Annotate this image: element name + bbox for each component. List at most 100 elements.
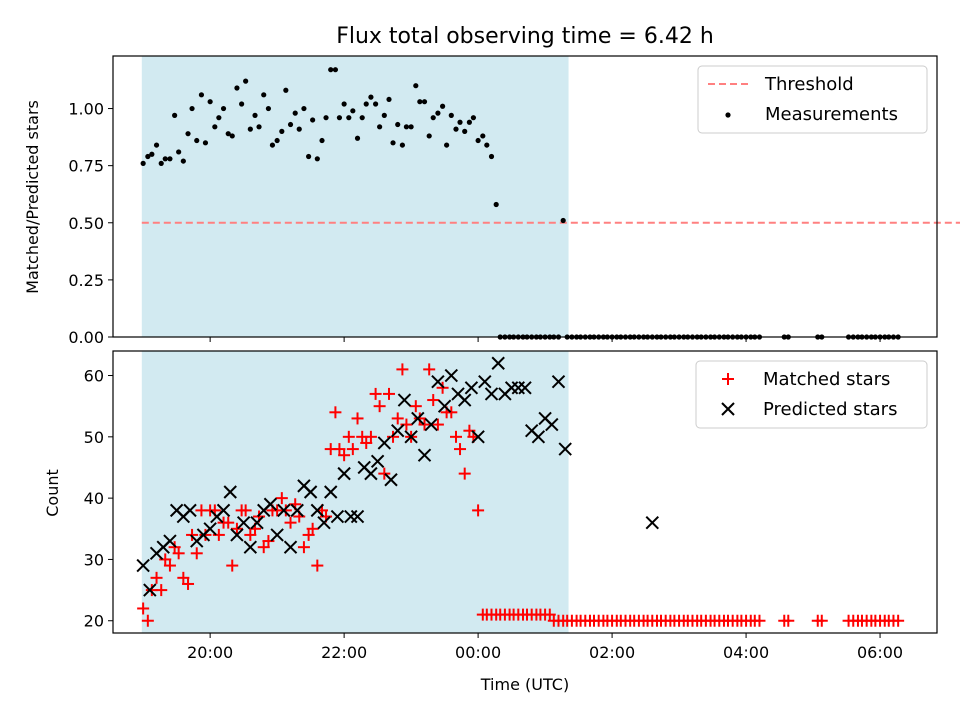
predicted-point [324,485,338,499]
measurement-point [417,99,423,105]
matched-point [150,571,163,584]
matched-point [168,541,181,554]
predicted-point [645,515,659,530]
predicted-point [317,515,331,530]
matched-point [212,528,225,541]
measurement-point [390,140,396,146]
measurement-point [220,105,227,112]
predicted-point [337,466,351,481]
predicted-point [384,473,398,487]
measurement-point [484,142,490,148]
matched-point [244,528,257,541]
predicted-point [183,503,197,518]
measurement-point [287,121,294,128]
predicted-point [417,448,432,462]
measurement-point [229,133,235,139]
legend-predicted-swatch [721,402,735,416]
bottom-legend: Matched stars Predicted stars [695,360,928,429]
measurement-point [145,153,151,160]
predicted-point [545,417,559,432]
measurement-point [328,67,334,73]
matched-point [892,614,905,627]
measurement-point [480,133,486,139]
matched-point [226,559,239,572]
measurement-point [306,153,312,160]
measurement-point [256,124,262,130]
bottom-legend-box [695,360,928,429]
legend-matched-swatch [722,373,734,385]
matched-point [342,430,355,443]
predicted-point [364,466,378,481]
predicted-point [236,515,251,530]
top-ylabel: Matched/Predicted stars [23,100,42,294]
predicted-point [350,509,365,524]
measurement-point [457,119,463,125]
y-tick-label: 20 [84,612,104,631]
predicted-point [203,522,217,536]
predicted-point [558,442,572,456]
matched-point [182,577,195,590]
top-panel: 0.00 0.25 0.50 0.75 1.00 Matched/Predicted s… [23,55,960,347]
matched-point [413,412,426,425]
legend-measurement-swatch [725,112,731,118]
measurement-point [185,131,191,137]
predicted-point [471,430,485,444]
measurement-point [158,160,164,166]
predicted-point [391,423,405,438]
predicted-point [250,515,264,530]
measurement-point [162,156,168,162]
predicted-point [458,393,472,407]
measurement-point [350,108,356,114]
matched-point [364,430,377,443]
predicted-point [310,503,325,518]
top-grid-ticks: 0.00 0.25 0.50 0.75 1.00 [68,100,881,347]
predicted-point [491,356,505,370]
measurement-point [453,126,459,132]
measurement-point [399,142,406,148]
matched-point [257,541,270,554]
predicted-point [478,374,492,389]
measurement-point [243,78,249,84]
measurement-point [426,133,432,139]
x-tick-label: 06:00 [857,643,903,662]
matched-point [141,614,154,627]
y-tick-label: 40 [84,489,104,508]
measurement-point [346,115,352,121]
matched-point [782,614,795,627]
predicted-point [551,374,566,389]
y-tick-label: 30 [84,550,104,569]
measurement-point [403,124,410,130]
matched-point [275,492,288,505]
measurement-point [363,101,369,107]
top-axes-frame [112,55,938,338]
measurement-point [279,128,285,134]
measurement-point [341,101,347,107]
measurement-point [283,87,289,93]
measurement-point [202,140,209,146]
predicted-point [370,454,385,469]
matched-point [199,528,212,541]
measurement-point [207,99,213,105]
measurement-point [198,92,205,98]
measurement-point [462,128,468,134]
measurement-point [493,201,499,208]
matched-point [458,467,471,480]
measurement-point [448,112,454,118]
measurement-point [475,137,481,144]
top-legend: Threshold Measurements [697,65,928,134]
measurement-point [140,160,146,166]
y-tick-label: 60 [84,367,104,386]
measurement-point [167,156,173,162]
y-tick-label: 1.00 [68,100,104,119]
matched-point [445,406,458,419]
matched-point [373,400,386,413]
measurement-point [332,67,339,73]
measurement-point [265,105,272,112]
top-legend-box [697,65,928,134]
predicted-point [431,374,445,389]
measurement-point [440,103,446,109]
matched-point [543,608,556,621]
matched-point [383,387,396,400]
x-tick-label: 20:00 [187,643,233,662]
